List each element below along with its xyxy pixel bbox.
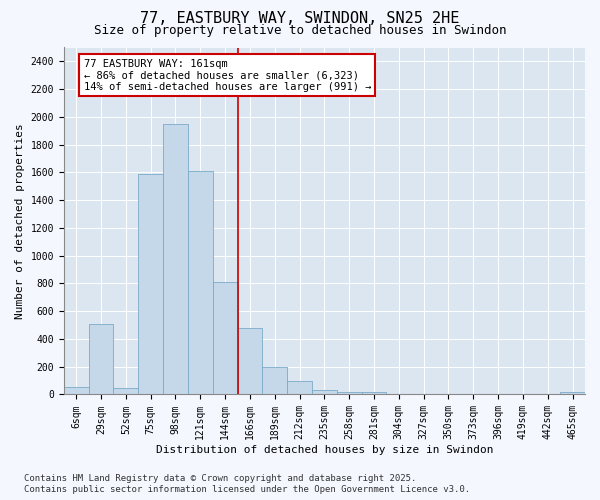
Bar <box>64 387 89 394</box>
Text: 77 EASTBURY WAY: 161sqm
← 86% of detached houses are smaller (6,323)
14% of semi: 77 EASTBURY WAY: 161sqm ← 86% of detache… <box>83 58 371 92</box>
Bar <box>238 328 262 394</box>
Bar <box>212 282 238 395</box>
Bar <box>560 392 585 394</box>
Bar <box>312 390 337 394</box>
Text: Contains HM Land Registry data © Crown copyright and database right 2025.
Contai: Contains HM Land Registry data © Crown c… <box>24 474 470 494</box>
Bar <box>89 324 113 394</box>
Bar <box>163 124 188 394</box>
Text: Size of property relative to detached houses in Swindon: Size of property relative to detached ho… <box>94 24 506 37</box>
Text: 77, EASTBURY WAY, SWINDON, SN25 2HE: 77, EASTBURY WAY, SWINDON, SN25 2HE <box>140 11 460 26</box>
Bar <box>287 382 312 394</box>
Bar <box>138 174 163 394</box>
Bar <box>188 171 212 394</box>
Bar <box>113 388 138 394</box>
X-axis label: Distribution of detached houses by size in Swindon: Distribution of detached houses by size … <box>155 445 493 455</box>
Y-axis label: Number of detached properties: Number of detached properties <box>15 123 25 319</box>
Bar <box>362 392 386 394</box>
Bar <box>262 368 287 394</box>
Bar <box>337 392 362 394</box>
